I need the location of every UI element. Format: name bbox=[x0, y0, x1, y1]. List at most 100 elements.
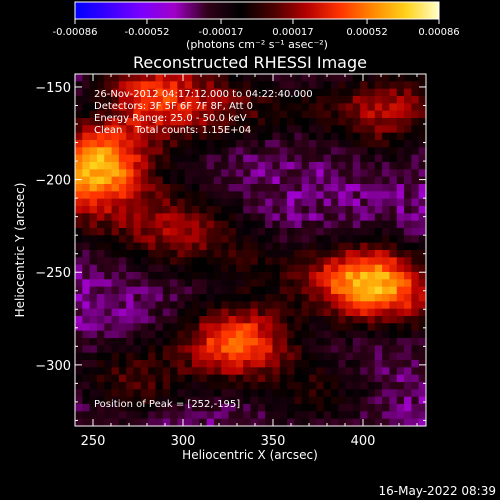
heatmap-cell bbox=[170, 81, 178, 90]
heatmap-cell bbox=[360, 396, 369, 405]
heatmap-cell bbox=[213, 176, 222, 185]
heatmap-cell bbox=[250, 206, 259, 214]
heatmap-cell bbox=[162, 294, 171, 302]
heatmap-cell bbox=[177, 367, 186, 376]
heatmap-cell bbox=[126, 345, 135, 354]
heatmap-cell bbox=[75, 96, 83, 104]
heatmap-cell bbox=[396, 235, 405, 244]
heatmap-cell bbox=[170, 191, 178, 200]
heatmap-cell bbox=[228, 132, 237, 141]
heatmap-cell bbox=[323, 132, 332, 141]
heatmap-cell bbox=[126, 162, 135, 170]
heatmap-cell bbox=[148, 411, 157, 420]
heatmap-cell bbox=[184, 213, 193, 222]
heatmap-cell bbox=[382, 418, 391, 426]
heatmap-cell bbox=[309, 110, 317, 119]
heatmap-cell bbox=[367, 96, 376, 104]
heatmap-cell bbox=[352, 88, 361, 97]
plot-frame bbox=[74, 73, 427, 427]
heatmap-cell bbox=[396, 316, 405, 324]
heatmap-cell bbox=[389, 294, 398, 302]
heatmap-cell bbox=[133, 74, 142, 82]
heatmap-cell bbox=[272, 235, 281, 244]
heatmap-cell bbox=[316, 374, 325, 383]
heatmap-cell bbox=[206, 110, 215, 119]
heatmap-cell bbox=[411, 110, 420, 119]
heatmap-cell bbox=[316, 396, 325, 405]
heatmap-cell bbox=[206, 103, 215, 112]
heatmap-cell bbox=[199, 250, 208, 258]
heatmap-cell bbox=[382, 235, 391, 244]
heatmap-cell bbox=[374, 103, 383, 112]
heatmap-cell bbox=[345, 118, 354, 126]
heatmap-cell bbox=[243, 272, 252, 280]
heatmap-cell bbox=[199, 257, 208, 266]
heatmap-cell bbox=[192, 360, 200, 368]
heatmap-cell bbox=[184, 125, 193, 134]
heatmap-cell bbox=[338, 162, 347, 170]
heatmap-cell bbox=[162, 250, 171, 258]
heatmap-cell bbox=[162, 132, 171, 141]
heatmap-cell bbox=[89, 345, 98, 354]
heatmap-cell bbox=[382, 404, 391, 412]
heatmap-cell bbox=[411, 250, 420, 258]
heatmap-cell bbox=[199, 396, 208, 405]
heatmap-cell bbox=[184, 110, 193, 119]
heatmap-cell bbox=[206, 316, 215, 324]
heatmap-cell bbox=[404, 176, 412, 185]
y-tick-label: −200 bbox=[35, 174, 71, 189]
heatmap-cell bbox=[213, 338, 222, 346]
heatmap-cell bbox=[155, 191, 164, 200]
heatmap-cell bbox=[184, 389, 193, 398]
heatmap-cell bbox=[235, 176, 244, 185]
heatmap-cell bbox=[162, 125, 171, 134]
heatmap-cell bbox=[118, 389, 127, 398]
heatmap-cell bbox=[96, 374, 105, 383]
heatmap-cell bbox=[250, 250, 259, 258]
heatmap-cell bbox=[374, 323, 383, 332]
heatmap-cell bbox=[396, 74, 405, 82]
heatmap-cell bbox=[126, 96, 135, 104]
heatmap-cell bbox=[192, 96, 200, 104]
heatmap-cell bbox=[184, 308, 193, 317]
heatmap-cell bbox=[279, 103, 288, 112]
heatmap-cell bbox=[199, 220, 208, 229]
heatmap-cell bbox=[206, 418, 215, 426]
heatmap-cell bbox=[309, 345, 317, 354]
heatmap-cell bbox=[213, 294, 222, 302]
heatmap-cell bbox=[396, 308, 405, 317]
heatmap-cell bbox=[82, 74, 91, 82]
heatmap-cell bbox=[272, 374, 281, 383]
heatmap-cell bbox=[148, 404, 157, 412]
heatmap-cell bbox=[352, 228, 361, 236]
heatmap-cell bbox=[272, 396, 281, 405]
heatmap-cell bbox=[75, 169, 83, 178]
heatmap-cell bbox=[338, 176, 347, 185]
heatmap-cell bbox=[118, 125, 127, 134]
heatmap-cell bbox=[287, 411, 295, 420]
heatmap-cell bbox=[323, 81, 332, 90]
heatmap-cell bbox=[213, 213, 222, 222]
heatmap-cell bbox=[345, 308, 354, 317]
heatmap-cell bbox=[162, 110, 171, 119]
heatmap-cell bbox=[279, 286, 288, 295]
heatmap-cell bbox=[389, 389, 398, 398]
heatmap-cell bbox=[411, 404, 420, 412]
heatmap-cell bbox=[309, 286, 317, 295]
heatmap-cell bbox=[184, 162, 193, 170]
heatmap-cell bbox=[323, 213, 332, 222]
heatmap-cell bbox=[133, 294, 142, 302]
heatmap-cell bbox=[111, 147, 120, 156]
heatmap-cell bbox=[250, 404, 259, 412]
heatmap-cell bbox=[374, 345, 383, 354]
heatmap-cell bbox=[396, 360, 405, 368]
heatmap-cell bbox=[250, 118, 259, 126]
heatmap-cell bbox=[309, 264, 317, 273]
heatmap-cell bbox=[133, 411, 142, 420]
heatmap-cell bbox=[352, 389, 361, 398]
heatmap-cell bbox=[206, 352, 215, 361]
heatmap-cell bbox=[82, 389, 91, 398]
heatmap-cell bbox=[96, 184, 105, 192]
heatmap-cell bbox=[257, 404, 266, 412]
heatmap-cell bbox=[162, 272, 171, 280]
